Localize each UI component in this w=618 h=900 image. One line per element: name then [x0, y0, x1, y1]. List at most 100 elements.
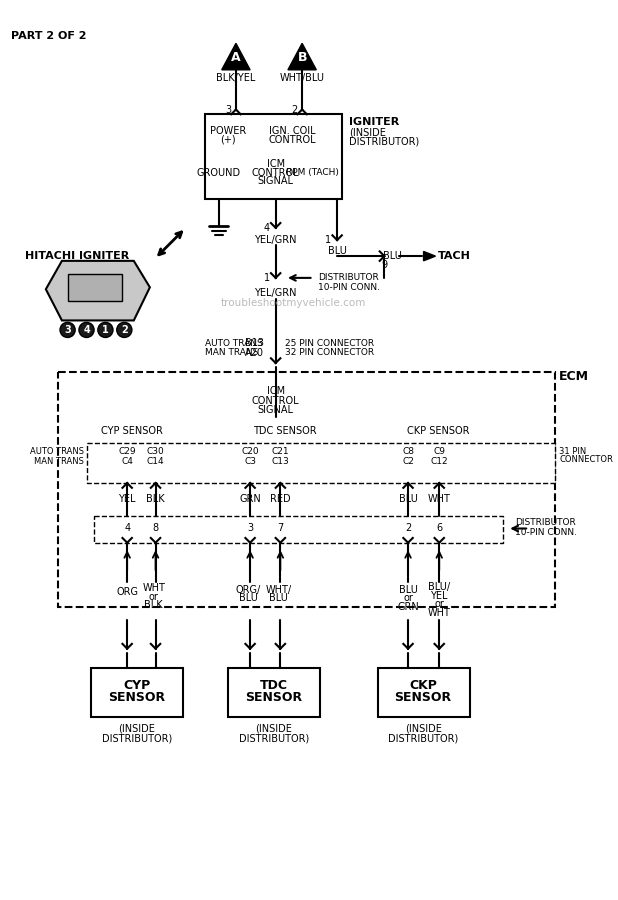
Circle shape: [60, 322, 75, 338]
Text: PART 2 OF 2: PART 2 OF 2: [11, 31, 87, 40]
Text: TDC SENSOR: TDC SENSOR: [253, 426, 317, 436]
Bar: [378, 668, 470, 716]
Text: C29: C29: [119, 447, 136, 456]
Text: BLU: BLU: [239, 593, 258, 604]
Text: WHT/: WHT/: [265, 585, 292, 595]
Circle shape: [117, 322, 132, 338]
Text: YEL: YEL: [119, 494, 136, 504]
Text: GROUND: GROUND: [197, 168, 241, 178]
Text: 1: 1: [102, 325, 109, 335]
Text: 25 PIN CONNECTOR: 25 PIN CONNECTOR: [285, 338, 375, 347]
Text: SIGNAL: SIGNAL: [258, 405, 294, 415]
Bar: [91, 668, 183, 716]
Text: BLU: BLU: [269, 593, 288, 604]
Text: SENSOR: SENSOR: [108, 691, 165, 705]
Text: BLU: BLU: [399, 494, 418, 504]
Bar: [87, 444, 554, 483]
Text: 4: 4: [124, 524, 130, 534]
Text: 4: 4: [264, 223, 270, 233]
Text: CONNECTOR: CONNECTOR: [559, 455, 613, 464]
Text: DISTRIBUTOR: DISTRIBUTOR: [515, 518, 575, 527]
Bar: [229, 668, 320, 716]
Text: 32 PIN CONNECTOR: 32 PIN CONNECTOR: [285, 348, 375, 357]
Text: BLK: BLK: [146, 494, 165, 504]
Text: C9: C9: [433, 447, 445, 456]
Text: (INSIDE: (INSIDE: [255, 724, 292, 734]
Text: 4: 4: [83, 325, 90, 335]
Text: CKP: CKP: [409, 679, 437, 692]
Bar: [58, 373, 554, 607]
Text: 3: 3: [64, 325, 71, 335]
Text: TACH: TACH: [438, 251, 471, 261]
Text: (+): (+): [221, 135, 236, 145]
Text: C2: C2: [402, 457, 414, 466]
Text: BLK: BLK: [145, 600, 163, 610]
Text: DISTRIBUTOR): DISTRIBUTOR): [239, 734, 309, 743]
Text: or: or: [149, 591, 159, 601]
Text: POWER: POWER: [210, 126, 247, 136]
Text: C20: C20: [241, 447, 259, 456]
Text: CYP SENSOR: CYP SENSOR: [101, 426, 163, 436]
Text: ORG/: ORG/: [235, 585, 261, 595]
Bar: [67, 274, 122, 301]
Text: WHT/BLU: WHT/BLU: [279, 73, 324, 84]
Text: SENSOR: SENSOR: [395, 691, 452, 705]
Text: 10-PIN CONN.: 10-PIN CONN.: [515, 527, 577, 536]
Text: C4: C4: [121, 457, 133, 466]
Text: ICM: ICM: [266, 159, 285, 169]
Text: or: or: [403, 593, 413, 604]
Text: CKP SENSOR: CKP SENSOR: [407, 426, 470, 436]
Text: CONTROL: CONTROL: [252, 168, 300, 178]
Text: TDC: TDC: [260, 679, 288, 692]
Text: B: B: [297, 51, 307, 64]
Text: C3: C3: [244, 457, 256, 466]
Text: (INSIDE: (INSIDE: [349, 127, 386, 137]
Text: C14: C14: [146, 457, 164, 466]
Text: 2: 2: [291, 104, 297, 114]
Polygon shape: [46, 261, 150, 320]
Text: YEL: YEL: [431, 590, 448, 600]
Text: DISTRIBUTOR): DISTRIBUTOR): [101, 734, 172, 743]
Text: (INSIDE: (INSIDE: [118, 724, 155, 734]
Text: 6: 6: [436, 524, 442, 534]
Text: 7: 7: [277, 524, 284, 534]
Text: SIGNAL: SIGNAL: [258, 176, 294, 186]
Text: RPM (TACH): RPM (TACH): [286, 168, 339, 177]
Text: A20: A20: [245, 347, 265, 357]
Text: BLU/: BLU/: [428, 582, 451, 592]
Text: IGNITER: IGNITER: [349, 117, 400, 127]
Text: (INSIDE: (INSIDE: [405, 724, 442, 734]
Text: WHT: WHT: [428, 608, 451, 617]
Text: MAN TRANS: MAN TRANS: [34, 457, 83, 466]
Polygon shape: [423, 251, 436, 261]
Text: BLU: BLU: [399, 585, 418, 595]
Text: C21: C21: [271, 447, 289, 456]
Text: ICM: ICM: [266, 386, 285, 396]
Text: AUTO TRANS: AUTO TRANS: [30, 447, 83, 456]
Text: DISTRIBUTOR): DISTRIBUTOR): [388, 734, 459, 743]
Text: 31 PIN: 31 PIN: [559, 447, 586, 456]
Circle shape: [79, 322, 94, 338]
Text: A: A: [231, 51, 241, 64]
Text: C8: C8: [402, 447, 414, 456]
Text: C13: C13: [271, 457, 289, 466]
Text: MAN TRANS: MAN TRANS: [205, 348, 258, 357]
Text: DISTRIBUTOR: DISTRIBUTOR: [318, 274, 379, 283]
Polygon shape: [288, 43, 316, 70]
Text: 1: 1: [264, 273, 270, 283]
Text: 3: 3: [247, 524, 253, 534]
Bar: [205, 114, 342, 200]
Text: troubleshootmyvehicle.com: troubleshootmyvehicle.com: [221, 299, 366, 309]
Text: WHT: WHT: [142, 583, 165, 593]
Text: RED: RED: [270, 494, 290, 504]
Text: BLU: BLU: [328, 247, 347, 256]
Text: IGN. COIL: IGN. COIL: [269, 126, 316, 136]
Text: WHT: WHT: [428, 494, 451, 504]
Text: 1: 1: [325, 235, 331, 245]
Text: ORG: ORG: [116, 587, 138, 597]
Text: CONTROL: CONTROL: [269, 135, 316, 145]
Text: 2: 2: [121, 325, 128, 335]
Text: HITACHI IGNITER: HITACHI IGNITER: [25, 251, 129, 261]
Text: B13: B13: [245, 338, 265, 348]
Text: AUTO TRANS: AUTO TRANS: [205, 338, 263, 347]
